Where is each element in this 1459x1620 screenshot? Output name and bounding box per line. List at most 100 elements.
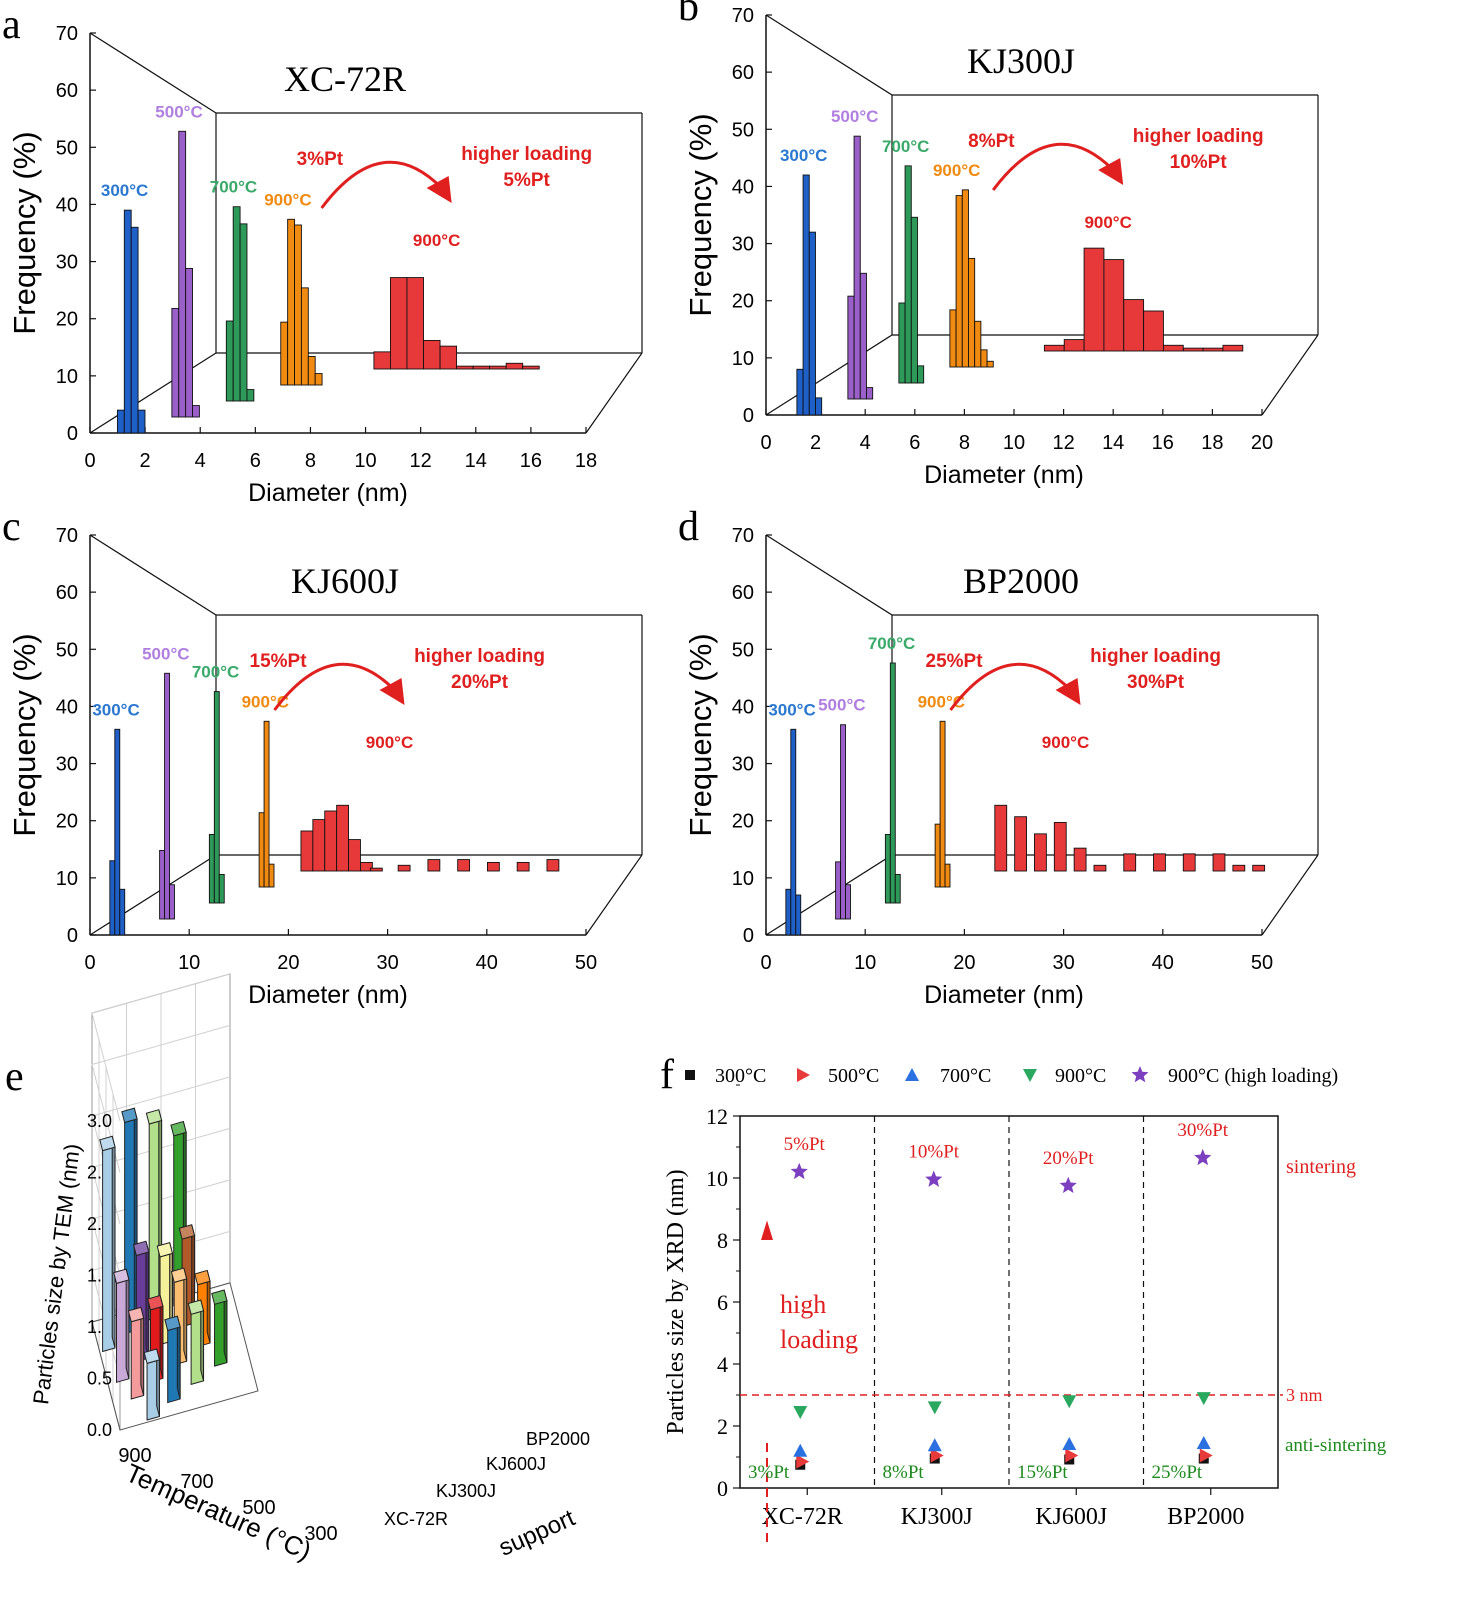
x-tick-label: 10 <box>854 952 876 974</box>
right-triangle-marker <box>1199 1448 1213 1463</box>
right-triangle-marker <box>1065 1448 1079 1463</box>
down-triangle-marker <box>793 1406 808 1420</box>
hist-bar <box>280 321 289 386</box>
high-loading-text: higher loading <box>414 646 545 667</box>
high-loading-label: 10%Pt <box>1170 152 1228 173</box>
high-temp-label: 900°C <box>1084 213 1131 232</box>
hist-bar <box>213 691 220 904</box>
z-tick-label: 0.5 <box>87 1369 112 1389</box>
hist-bar <box>980 349 988 368</box>
hist-bar <box>423 339 441 370</box>
hist-bar <box>164 672 170 920</box>
temp-label: 700°C <box>882 137 929 156</box>
high-temp-label: 900°C <box>1042 733 1089 752</box>
hist-bar <box>785 888 792 936</box>
hist-bar <box>1063 339 1085 352</box>
legend-label: 700°C <box>940 1065 991 1087</box>
hist-bar <box>986 360 994 368</box>
panel-letter: c <box>2 504 21 550</box>
x-tick-label: KJ300J <box>901 1504 973 1530</box>
y-tick-label: 20 <box>732 291 754 313</box>
high-loading-point-label: 5%Pt <box>784 1134 826 1155</box>
hist-bar <box>522 365 540 370</box>
panel-letter: a <box>2 2 21 48</box>
hist-bar <box>934 823 941 888</box>
y-tick-label: 60 <box>56 582 78 604</box>
up-triangle-marker <box>793 1443 808 1457</box>
bar-top <box>170 1267 188 1284</box>
hist-bar <box>114 728 121 936</box>
hist-bar <box>130 226 139 434</box>
bar-side <box>200 1299 205 1381</box>
frame-edge <box>1261 334 1319 416</box>
temp-label: 700°C <box>868 634 915 653</box>
temp-label: 500°C <box>142 644 189 663</box>
right-triangle-marker <box>796 1454 810 1469</box>
hist-bar <box>1202 347 1224 352</box>
x-tick-label: 50 <box>1251 952 1273 974</box>
hist-bar <box>1143 310 1164 352</box>
high-loading-label: 20%Pt <box>451 672 509 693</box>
bar-top <box>147 1294 164 1311</box>
y-tick-label: 6 <box>717 1290 728 1315</box>
hist-bar <box>457 859 471 872</box>
low-loading-label: 15%Pt <box>250 651 308 672</box>
y-tick-label: 40 <box>732 696 754 718</box>
hist-bar <box>808 231 816 416</box>
hist-bar <box>119 888 126 936</box>
bar-top <box>156 1241 174 1258</box>
hist-bar <box>1043 344 1065 352</box>
hist-bar <box>835 861 842 920</box>
up-triangle-marker <box>905 1068 919 1081</box>
star-marker <box>1059 1176 1077 1194</box>
x-tick-label: 4 <box>860 432 871 454</box>
support-axis-label: support <box>495 1504 579 1561</box>
y-tick-label: 4 <box>717 1352 728 1377</box>
x-tick-label: 12 <box>1052 432 1074 454</box>
hist-bar <box>1182 347 1204 352</box>
y-tick-label: 70 <box>732 5 754 27</box>
hist-bar <box>263 720 270 888</box>
frame-edge <box>585 352 643 434</box>
hist-bar <box>169 884 175 920</box>
hist-bar <box>192 405 200 418</box>
panel-b: 0 10 20 30 40 50 60 70 0 2 4 6 8 10 12 14 16 18 20 Diameter… <box>678 0 1319 489</box>
x-tick-label: 2 <box>810 432 821 454</box>
hist-bar <box>439 345 458 370</box>
support-tick-label: KJ600J <box>486 1454 546 1474</box>
down-triangle-marker <box>1196 1392 1211 1406</box>
hist-bar <box>961 189 969 368</box>
x-tick-label: 40 <box>1152 952 1174 974</box>
x-tick-label: XC-72R <box>762 1504 843 1530</box>
anti-sintering-label: anti-sintering <box>1285 1435 1387 1456</box>
bar-top <box>145 1109 163 1125</box>
x-tick-label: 14 <box>465 450 487 472</box>
legend-label: 300°C <box>715 1065 766 1087</box>
hist-bar <box>1232 864 1246 872</box>
hist-bar <box>815 397 823 416</box>
loading-arrowhead <box>1098 158 1124 185</box>
high-loading-arrowhead <box>761 1220 773 1240</box>
hist-bar <box>1014 816 1027 872</box>
x-tick-label: 2 <box>140 450 151 472</box>
loading-arrow <box>949 662 1072 711</box>
panel-letter: d <box>678 504 699 550</box>
panel-c: 0 10 20 30 40 50 60 70 0 10 20 30 40 50 Diameter (nm) F… <box>2 504 643 1009</box>
temp-label: 300°C <box>768 700 815 719</box>
x-tick-label: 20 <box>277 952 299 974</box>
sintering-label: sintering <box>1286 1156 1356 1178</box>
support-tick-label: BP2000 <box>526 1429 590 1449</box>
hist-bar <box>171 307 180 418</box>
y-tick-label: 2 <box>717 1414 728 1439</box>
temperature-tick-label: 500 <box>242 1497 275 1519</box>
low-loading-label: 8%Pt <box>968 131 1015 152</box>
low-loading-point-label: 3%Pt <box>748 1462 790 1483</box>
hist-bar <box>159 849 166 920</box>
panel-title: XC-72R <box>284 59 406 99</box>
threshold-label: 3 nm <box>1286 1385 1323 1405</box>
hist-bar <box>866 387 874 400</box>
bar-side <box>111 1136 116 1349</box>
hist-bar <box>1093 864 1107 872</box>
